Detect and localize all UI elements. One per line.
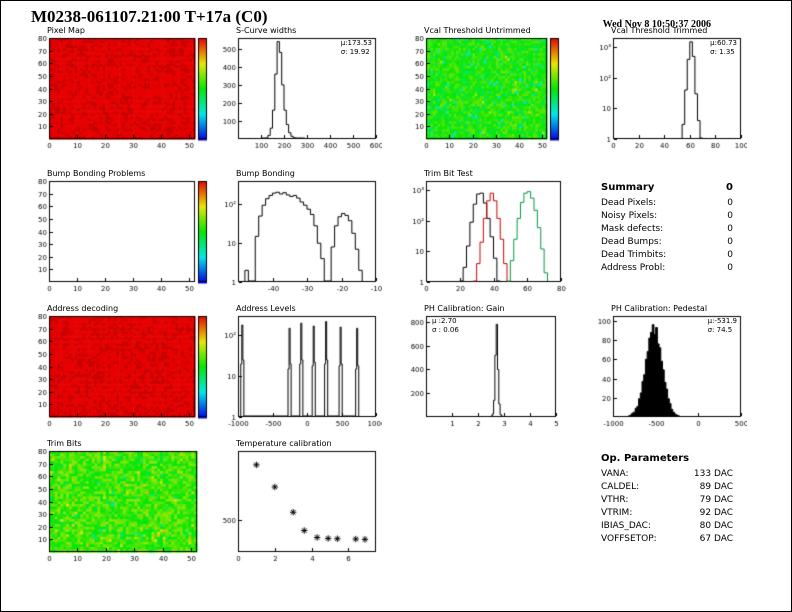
vcal-trimmed-mean: μ:60.73: [710, 39, 737, 47]
scurve-widths-title: S-Curve widths: [236, 26, 297, 35]
op-parameters-block: Op. Parameters VANA: 133 DAC CALDEL: 89 DA…: [601, 453, 733, 546]
op-row-vthr: VTHR: 79 DAC: [601, 495, 733, 505]
ph-gain-mean: μ :2.70: [432, 317, 457, 325]
vcal-trimmed-sigma: σ: 1.35: [710, 48, 735, 56]
ph-pedestal-title: PH Calibration: Pedestal: [611, 304, 708, 313]
op-row-vana: VANA: 133 DAC: [601, 469, 733, 479]
ph-pedestal-stats-box: μ:-531.9 σ: 74.5: [708, 317, 737, 335]
ph-gain-stats-box: μ :2.70 σ : 0.06: [432, 317, 459, 335]
temperature-title: Temperature calibration: [236, 439, 332, 448]
pixel-map-title: Pixel Map: [47, 26, 85, 35]
ph-gain-title: PH Calibration: Gain: [424, 304, 505, 313]
address-decoding-plot: [27, 314, 213, 430]
trim-bit-test-title: Trim Bit Test: [424, 169, 473, 178]
summary-row-dead-bumps: Dead Bumps: 0: [601, 237, 733, 247]
bump-problems-title: Bump Bonding Problems: [47, 169, 146, 178]
pixel-map-plot: [27, 36, 213, 152]
summary-row-noisy-pixels: Noisy Pixels: 0: [601, 211, 733, 221]
address-decoding-title: Address decoding: [47, 304, 119, 313]
scurve-stats-box: μ:173.53 σ: 19.92: [341, 39, 372, 57]
ph-pedestal-mean: μ:-531.9: [707, 317, 737, 325]
summary-row-dead-trimbits: Dead Trimbits: 0: [601, 250, 733, 260]
scurve-sigma: σ: 19.92: [340, 48, 370, 56]
summary-row-address-probl: Address Probl: 0: [601, 263, 733, 273]
page-title: M0238-061107.21:00 T+17a (C0): [31, 7, 268, 26]
timestamp: Wed Nov 8 10:50:37 2006: [602, 19, 711, 30]
vcal-trimmed-plot: [591, 36, 747, 152]
summary-header: Summary: [601, 182, 655, 193]
summary-total: 0: [726, 182, 733, 193]
address-levels-title: Address Levels: [236, 304, 296, 313]
address-levels-plot: [216, 314, 382, 430]
bump-bonding-title: Bump Bonding: [236, 169, 295, 178]
panel-ph-gain: PH Calibration: Gain μ :2.70 σ : 0.06: [404, 304, 562, 430]
scurve-widths-plot: [216, 36, 382, 152]
op-parameters-header-row: Op. Parameters: [601, 453, 733, 464]
ph-pedestal-sigma: σ: 74.5: [707, 326, 733, 334]
vcal-trimmed-stats-box: μ:60.73 σ: 1.35: [710, 39, 737, 57]
temperature-plot: [216, 449, 382, 565]
op-row-vtrim: VTRIM: 92 DAC: [601, 508, 733, 518]
panel-address-levels: Address Levels: [216, 304, 382, 430]
panel-vcal-untrimmed: Vcal Threshold Untrimmed: [404, 26, 565, 152]
op-row-caldel: CALDEL: 89 DAC: [601, 482, 733, 492]
panel-address-decoding: Address decoding: [27, 304, 213, 430]
summary-header-row: Summary 0: [601, 182, 733, 193]
panel-pixel-map: Pixel Map: [27, 26, 213, 152]
vcal-untrimmed-plot: [404, 36, 565, 152]
bump-bonding-plot: [216, 179, 382, 295]
panel-ph-pedestal: PH Calibration: Pedestal μ:-531.9 σ: 74.…: [591, 304, 747, 430]
ph-pedestal-plot: [591, 314, 747, 430]
trim-bits-map-plot: [27, 449, 203, 565]
summary-block: Summary 0 Dead Pixels: 0 Noisy Pixels: 0 M…: [601, 182, 733, 275]
op-parameters-header: Op. Parameters: [601, 453, 690, 464]
ph-gain-sigma: σ : 0.06: [432, 326, 459, 334]
op-row-ibias: IBIAS_DAC: 80 DAC: [601, 521, 733, 531]
panel-trim-bit-test: Trim Bit Test: [404, 169, 567, 295]
panel-bump-bonding: Bump Bonding: [216, 169, 382, 295]
ph-gain-plot: [404, 314, 562, 430]
op-row-voffsetop: VOFFSETOP: 67 DAC: [601, 534, 733, 544]
trim-bits-map-title: Trim Bits: [47, 439, 82, 448]
panel-temperature: Temperature calibration: [216, 439, 382, 565]
scurve-mean: μ:173.53: [340, 39, 372, 47]
vcal-trimmed-title: Vcal Threshold Trimmed: [611, 26, 708, 35]
panel-bump-problems: Bump Bonding Problems: [27, 169, 213, 295]
summary-row-dead-pixels: Dead Pixels: 0: [601, 198, 733, 208]
trim-bit-test-plot: [404, 179, 567, 295]
panel-vcal-trimmed: Vcal Threshold Trimmed μ:60.73 σ: 1.35: [591, 26, 747, 152]
panel-scurve-widths: S-Curve widths μ:173.53 σ: 19.92: [216, 26, 382, 152]
vcal-untrimmed-title: Vcal Threshold Untrimmed: [424, 26, 531, 35]
summary-row-mask-defects: Mask defects: 0: [601, 224, 733, 234]
panel-trim-bits-map: Trim Bits: [27, 439, 203, 565]
bump-problems-plot: [27, 179, 213, 295]
